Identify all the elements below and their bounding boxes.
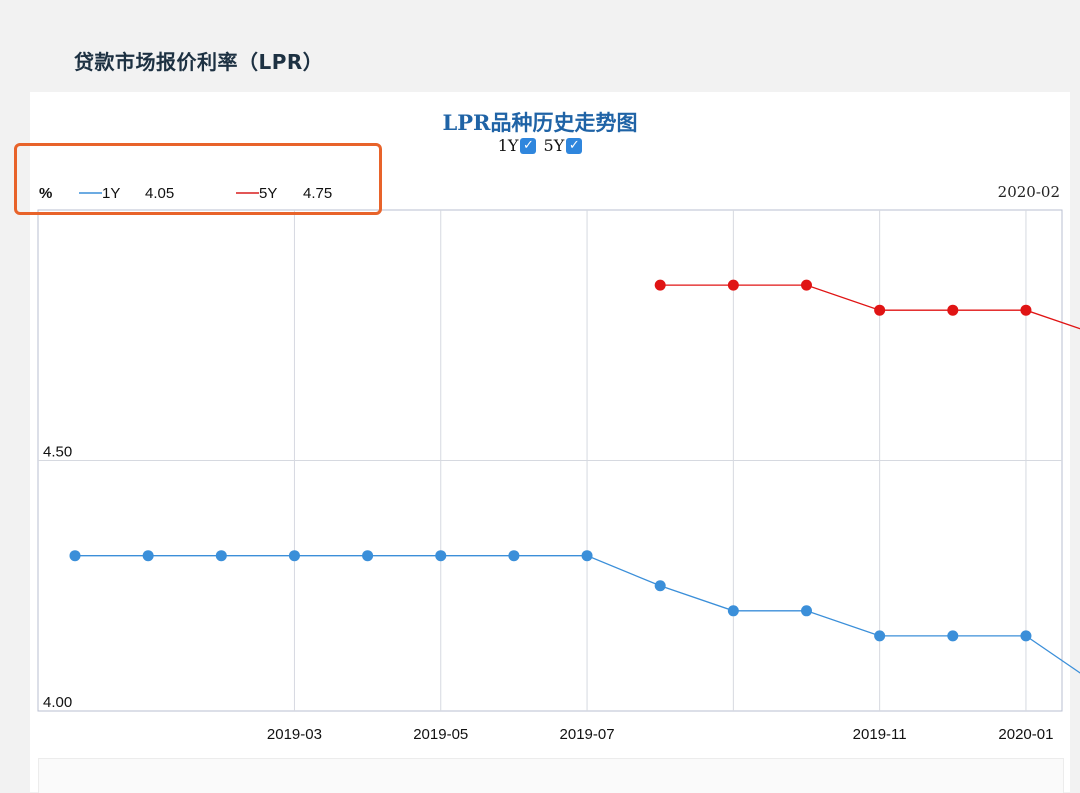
data-point-1y[interactable] (435, 550, 446, 561)
series-line-1y (75, 556, 1080, 686)
data-point-1y[interactable] (70, 550, 81, 561)
data-point-1y[interactable] (582, 550, 593, 561)
y-tick-label: 4.50 (43, 444, 72, 461)
data-point-5y[interactable] (801, 280, 812, 291)
tooltip-highlight-box (14, 143, 382, 215)
x-tick-label: 2019-03 (267, 726, 322, 743)
data-point-1y[interactable] (655, 580, 666, 591)
data-point-1y[interactable] (508, 550, 519, 561)
data-point-1y[interactable] (216, 550, 227, 561)
data-point-5y[interactable] (874, 305, 885, 316)
data-point-1y[interactable] (1020, 630, 1031, 641)
data-point-1y[interactable] (289, 550, 300, 561)
data-point-5y[interactable] (1020, 305, 1031, 316)
axis-ticks: 2019-03 2019-05 2019-07 2019-11 2020-01 4.50 4… (43, 444, 1053, 744)
x-tick-label: 2019-05 (413, 726, 468, 743)
crosshair-date-label: 2020-02 (998, 183, 1060, 201)
data-point-5y[interactable] (947, 305, 958, 316)
data-point-1y[interactable] (143, 550, 154, 561)
data-point-1y[interactable] (362, 550, 373, 561)
secondary-panel (38, 758, 1064, 793)
data-point-5y[interactable] (655, 280, 666, 291)
x-tick-label: 2019-07 (560, 726, 615, 743)
data-point-5y[interactable] (728, 280, 739, 291)
series-line-5y (660, 285, 1080, 335)
data-point-1y[interactable] (801, 605, 812, 616)
y-tick-label: 4.00 (43, 694, 72, 711)
data-point-1y[interactable] (947, 630, 958, 641)
data-point-1y[interactable] (728, 605, 739, 616)
x-tick-label: 2019-11 (853, 726, 907, 743)
data-point-1y[interactable] (874, 630, 885, 641)
x-tick-label: 2020-01 (998, 726, 1053, 743)
